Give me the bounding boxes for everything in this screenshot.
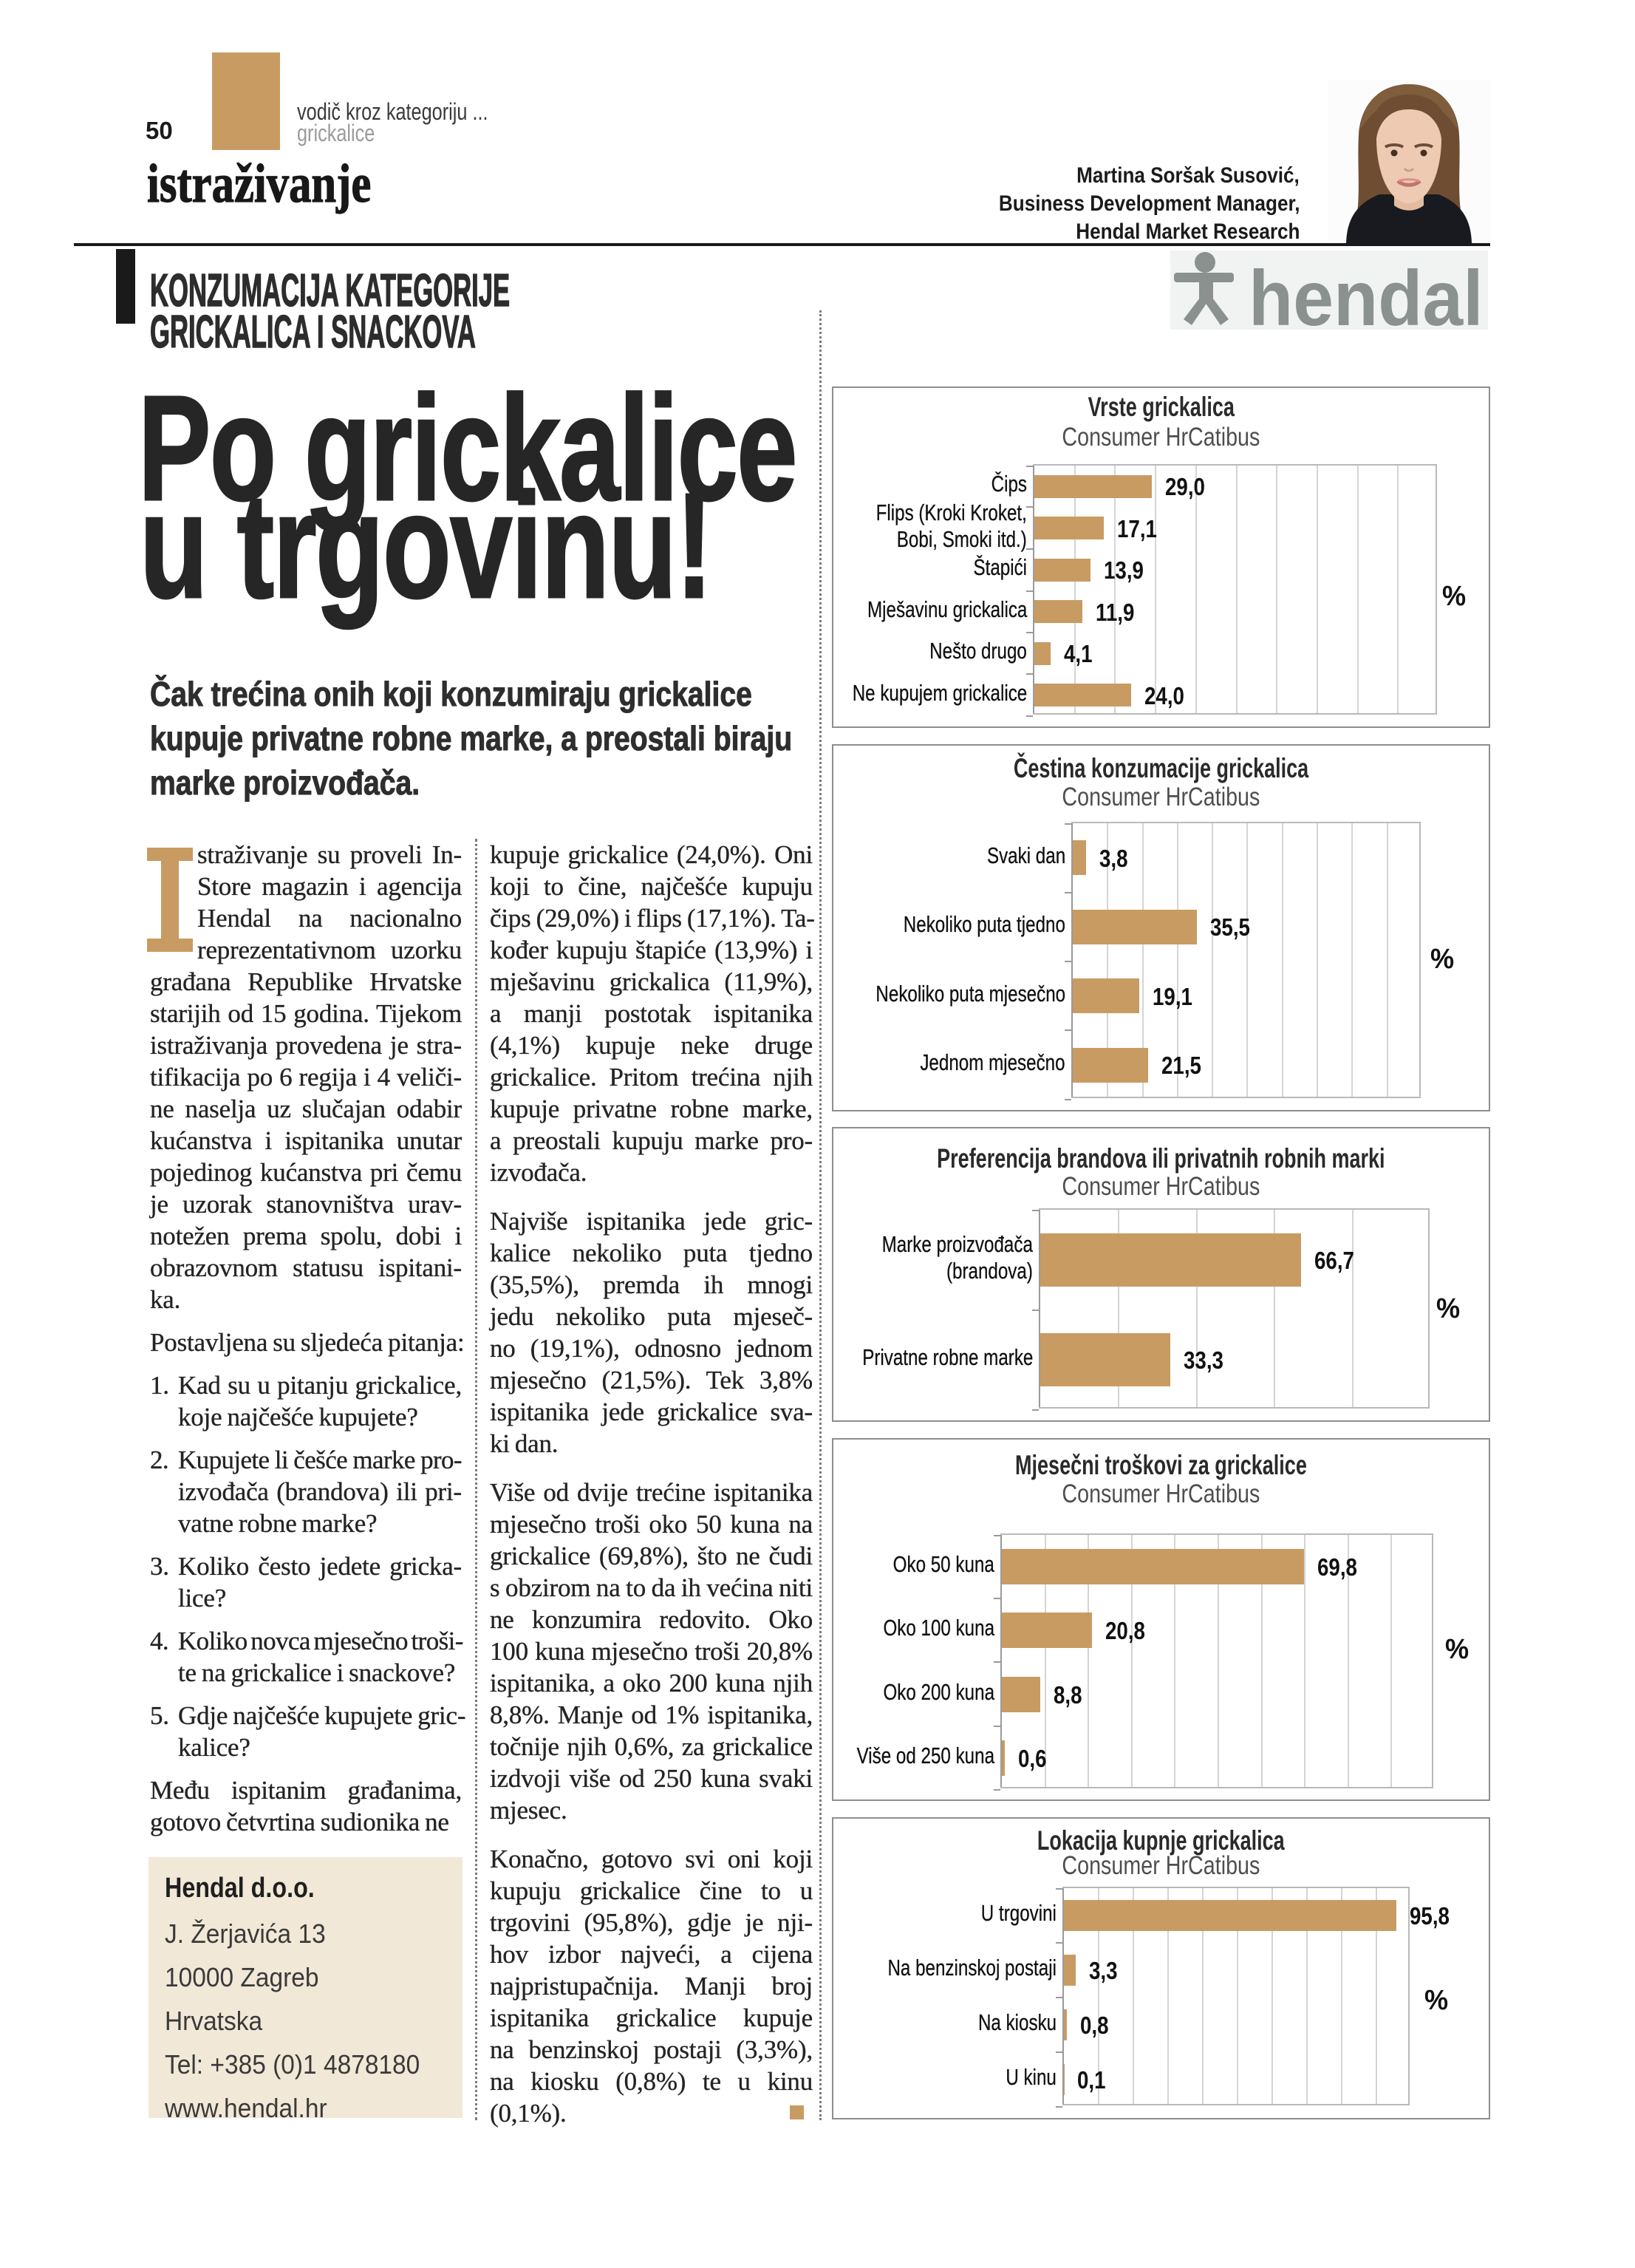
svg-text:hendal: hendal bbox=[1249, 254, 1484, 330]
